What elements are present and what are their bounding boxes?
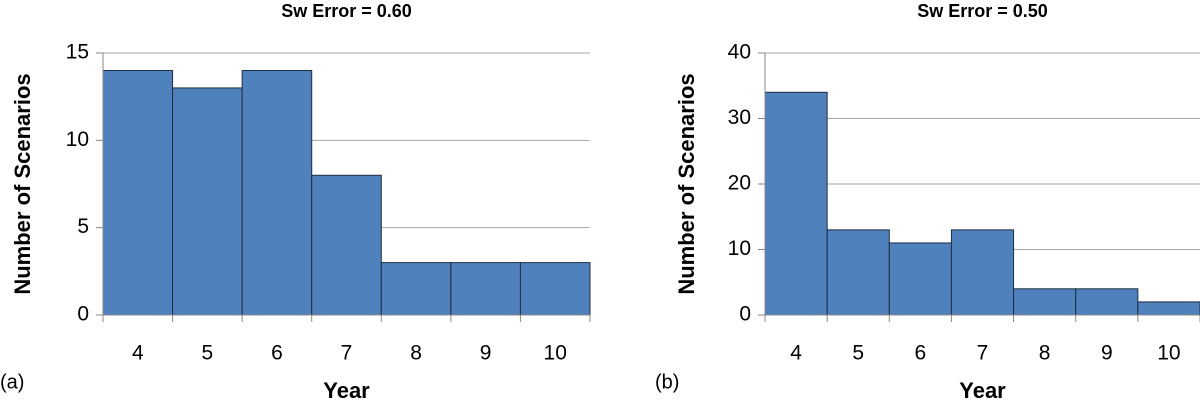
x-tick-label: 9 bbox=[1101, 342, 1113, 365]
x-tick-label: 6 bbox=[915, 342, 927, 365]
y-axis-title: Number of Scenarios bbox=[674, 73, 699, 294]
x-tick-label: 7 bbox=[977, 342, 989, 365]
bar bbox=[380, 262, 452, 316]
y-tick-label: 10 bbox=[728, 237, 751, 260]
bar bbox=[172, 87, 243, 316]
bar bbox=[888, 242, 952, 316]
y-tick-label: 10 bbox=[66, 128, 89, 151]
y-tick-label: 0 bbox=[739, 303, 751, 326]
panel-label: (b) bbox=[655, 371, 679, 393]
y-tick-label: 5 bbox=[77, 215, 89, 238]
x-tick-label: 5 bbox=[852, 342, 864, 365]
chart-title: Sw Error = 0.60 bbox=[281, 1, 412, 21]
x-tick-label: 4 bbox=[132, 342, 144, 365]
bar bbox=[1075, 288, 1139, 316]
y-tick-label: 15 bbox=[66, 41, 89, 64]
bar bbox=[950, 229, 1015, 316]
panel-label: (a) bbox=[0, 371, 24, 393]
y-axis-title: Number of Scenarios bbox=[10, 73, 35, 294]
x-tick-label: 8 bbox=[1039, 342, 1051, 365]
y-tick-label: 0 bbox=[77, 303, 89, 326]
x-tick-label: 6 bbox=[271, 342, 283, 365]
bar bbox=[311, 174, 382, 316]
bar bbox=[450, 262, 521, 316]
x-axis-title: Year bbox=[323, 378, 370, 403]
y-tick-label: 30 bbox=[728, 106, 751, 129]
bar bbox=[519, 262, 591, 316]
y-tick-label: 40 bbox=[728, 41, 751, 64]
x-axis-title: Year bbox=[959, 378, 1006, 403]
x-tick-label: 4 bbox=[790, 342, 802, 365]
x-tick-label: 7 bbox=[341, 342, 353, 365]
bar bbox=[1013, 288, 1077, 316]
x-tick-label: 10 bbox=[544, 342, 567, 365]
bar bbox=[764, 91, 828, 316]
bar bbox=[241, 69, 313, 316]
chart-title: Sw Error = 0.50 bbox=[917, 1, 1048, 21]
x-tick-label: 5 bbox=[202, 342, 214, 365]
y-tick-label: 20 bbox=[728, 172, 751, 195]
bar bbox=[1137, 301, 1200, 316]
bar bbox=[826, 229, 890, 316]
x-tick-label: 10 bbox=[1157, 342, 1180, 365]
x-tick-label: 8 bbox=[410, 342, 422, 365]
x-tick-label: 9 bbox=[480, 342, 492, 365]
bar bbox=[102, 69, 174, 316]
